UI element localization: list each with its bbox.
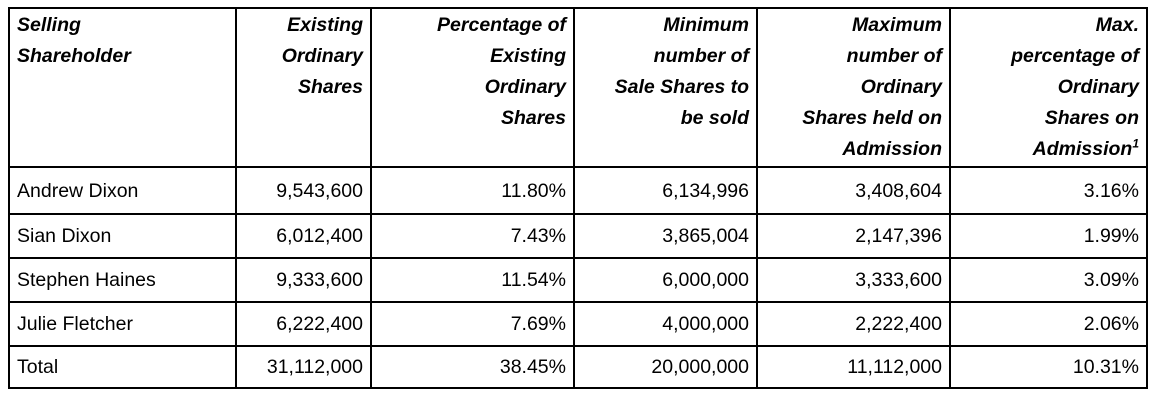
total-label: Total [8, 345, 237, 389]
header-selling-shareholder: Selling Shareholder [8, 7, 237, 168]
shareholder-name: Stephen Haines [8, 257, 237, 303]
percentage-existing-cell: 11.80% [370, 166, 575, 215]
maximum-shares-cell: 2,147,396 [756, 213, 951, 259]
minimum-sale-cell: 4,000,000 [573, 301, 758, 347]
max-percentage-cell: 3.09% [949, 257, 1148, 303]
header-percentage-existing: Percentage of Existing Ordinary Shares [370, 7, 575, 168]
shareholder-name: Sian Dixon [8, 213, 237, 259]
table-row: Sian Dixon 6,012,400 7.43% 3,865,004 2,1… [8, 213, 1148, 259]
percentage-existing-cell: 7.43% [370, 213, 575, 259]
maximum-shares-cell: 3,408,604 [756, 166, 951, 215]
existing-shares-cell: 9,543,600 [235, 166, 372, 215]
table-row: Stephen Haines 9,333,600 11.54% 6,000,00… [8, 257, 1148, 303]
existing-shares-cell: 6,222,400 [235, 301, 372, 347]
shareholder-table: Selling Shareholder Existing Ordinary Sh… [8, 7, 1148, 389]
minimum-sale-cell: 3,865,004 [573, 213, 758, 259]
percentage-existing-cell: 7.69% [370, 301, 575, 347]
shareholder-name: Julie Fletcher [8, 301, 237, 347]
header-max-percentage-admission: Max. percentage of Ordinary Shares on Ad… [949, 7, 1148, 168]
table-body: Andrew Dixon 9,543,600 11.80% 6,134,996 … [8, 166, 1148, 389]
table-row: Andrew Dixon 9,543,600 11.80% 6,134,996 … [8, 166, 1148, 215]
header-maximum-shares-admission: Maximum number of Ordinary Shares held o… [756, 7, 951, 168]
table-row: Julie Fletcher 6,222,400 7.69% 4,000,000… [8, 301, 1148, 347]
max-percentage-cell: 1.99% [949, 213, 1148, 259]
existing-shares-cell: 6,012,400 [235, 213, 372, 259]
total-maximum-shares: 11,112,000 [756, 345, 951, 389]
header-minimum-sale-shares: Minimum number of Sale Shares to be sold [573, 7, 758, 168]
header-existing-ordinary-shares: Existing Ordinary Shares [235, 7, 372, 168]
existing-shares-cell: 9,333,600 [235, 257, 372, 303]
footnote-marker: 1 [1132, 136, 1139, 151]
total-percentage-existing: 38.45% [370, 345, 575, 389]
table-header: Selling Shareholder Existing Ordinary Sh… [8, 7, 1148, 168]
total-existing-shares: 31,112,000 [235, 345, 372, 389]
shareholder-name: Andrew Dixon [8, 166, 237, 215]
maximum-shares-cell: 3,333,600 [756, 257, 951, 303]
max-percentage-cell: 2.06% [949, 301, 1148, 347]
total-max-percentage: 10.31% [949, 345, 1148, 389]
percentage-existing-cell: 11.54% [370, 257, 575, 303]
max-percentage-cell: 3.16% [949, 166, 1148, 215]
minimum-sale-cell: 6,000,000 [573, 257, 758, 303]
header-row: Selling Shareholder Existing Ordinary Sh… [8, 7, 1148, 168]
maximum-shares-cell: 2,222,400 [756, 301, 951, 347]
total-row: Total 31,112,000 38.45% 20,000,000 11,11… [8, 345, 1148, 389]
total-minimum-sale: 20,000,000 [573, 345, 758, 389]
minimum-sale-cell: 6,134,996 [573, 166, 758, 215]
